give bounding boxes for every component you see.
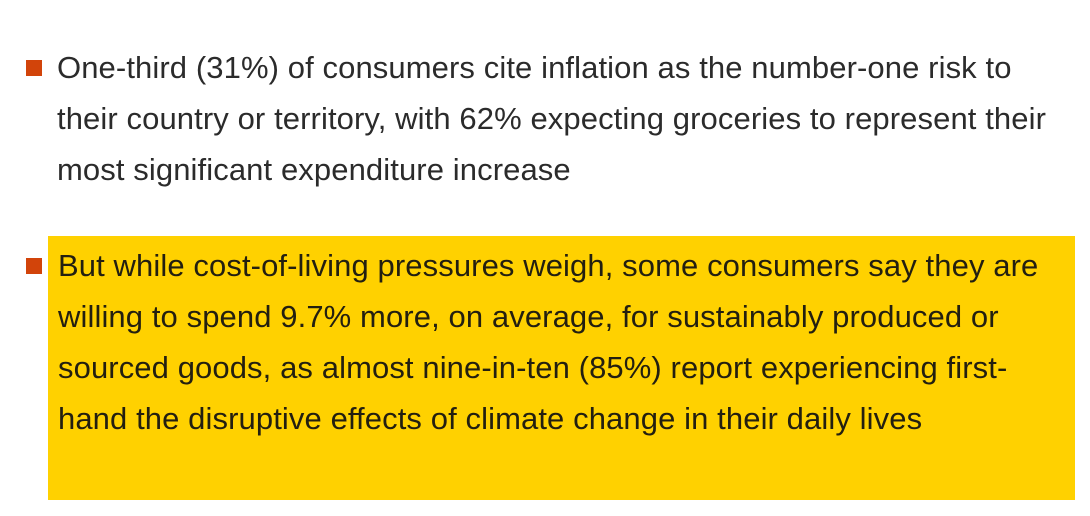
bullet-point-2-text: But while cost-of-living pressures weigh…	[58, 248, 1039, 436]
highlight-band	[48, 236, 1075, 500]
bullet-point-2: But while cost-of-living pressures weigh…	[0, 230, 1090, 516]
square-bullet-icon	[26, 258, 42, 274]
square-bullet-icon	[26, 60, 42, 76]
bullet-point-1: One-third (31%) of consumers cite inflat…	[0, 0, 1090, 200]
bullet-point-1-text: One-third (31%) of consumers cite inflat…	[57, 50, 1047, 187]
